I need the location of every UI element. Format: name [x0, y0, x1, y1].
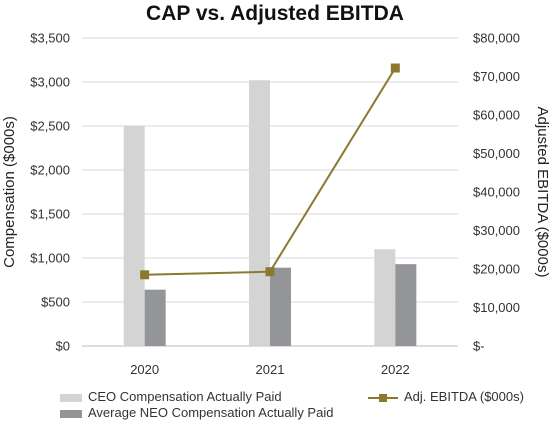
- y-tick-label: $2,500: [30, 119, 70, 134]
- legend-ceo-swatch: [60, 393, 82, 402]
- y2-tick-label: $40,000: [473, 185, 520, 200]
- bar: [144, 289, 166, 346]
- bar: [270, 267, 291, 346]
- bar: [123, 126, 145, 346]
- legend-neo: Average NEO Compensation Actually Paid: [60, 405, 333, 420]
- bar: [395, 264, 417, 346]
- bar: [374, 249, 396, 346]
- y-tick-label: $2,000: [30, 163, 70, 178]
- y-tick-label: $3,000: [30, 75, 70, 90]
- legend-ebitda-swatch: [368, 393, 398, 403]
- ebitda-point: [265, 267, 275, 277]
- chart-title: CAP vs. Adjusted EBITDA: [146, 2, 404, 25]
- y-tick-label: $0: [56, 339, 70, 354]
- legend-ebitda-label: Adj. EBITDA ($000s): [404, 389, 524, 404]
- y2-tick-label: $80,000: [473, 31, 520, 46]
- ebitda-point: [140, 270, 150, 280]
- y-axis-label: Compensation ($000s): [1, 116, 18, 268]
- y-tick-label: $3,500: [30, 31, 70, 46]
- x-tick-label: 2022: [381, 362, 410, 377]
- ebitda-point: [390, 63, 400, 73]
- y2-tick-label: $70,000: [473, 69, 520, 84]
- legend-ebitda: Adj. EBITDA ($000s): [368, 389, 524, 404]
- y2-tick-label: $20,000: [473, 262, 520, 277]
- y2-tick-label: $-: [473, 339, 485, 354]
- legend-ceo: CEO Compensation Actually Paid: [60, 389, 282, 404]
- legend-neo-label: Average NEO Compensation Actually Paid: [88, 405, 334, 420]
- y-tick-label: $1,000: [30, 251, 70, 266]
- x-tick-label: 2021: [256, 362, 285, 377]
- y2-tick-label: $60,000: [473, 108, 520, 123]
- bar: [249, 80, 270, 347]
- y-tick-label: $500: [41, 295, 70, 310]
- y-tick-label: $1,500: [30, 207, 70, 222]
- y2-tick-label: $30,000: [473, 223, 520, 238]
- legend-neo-swatch: [60, 409, 82, 418]
- y2-tick-label: $50,000: [473, 146, 520, 161]
- y2-tick-label: $10,000: [473, 300, 520, 315]
- legend-ceo-label: CEO Compensation Actually Paid: [88, 389, 282, 404]
- y2-axis-label: Adjusted EBITDA ($000s): [534, 107, 550, 278]
- x-tick-label: 2020: [130, 362, 159, 377]
